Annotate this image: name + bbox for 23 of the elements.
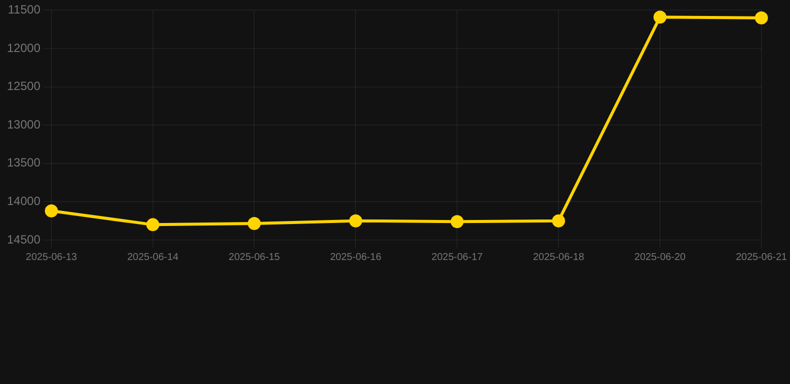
y-tick-label: 12000 bbox=[6, 40, 41, 55]
point bbox=[552, 214, 566, 228]
point bbox=[653, 10, 666, 24]
y-tick-label: 14000 bbox=[6, 194, 41, 208]
point bbox=[44, 204, 58, 218]
y-tick-label: 14500 bbox=[6, 232, 41, 246]
y-tick-label: 13000 bbox=[6, 117, 41, 132]
x-tick-label: 2025-06-17 bbox=[432, 252, 484, 263]
point bbox=[146, 218, 160, 232]
y-tick-label: 12500 bbox=[6, 79, 41, 94]
x-tick-label: 2025-06-14 bbox=[127, 252, 179, 263]
y-tick-label: 11500 bbox=[8, 2, 41, 17]
y-tick-label: 13500 bbox=[6, 156, 41, 170]
x-tick-label: 2025-06-15 bbox=[228, 252, 280, 263]
point bbox=[450, 215, 464, 228]
x-tick-label: 2025-06-16 bbox=[330, 252, 382, 263]
x-tick-label: 2025-06-13 bbox=[26, 252, 78, 263]
point bbox=[248, 217, 261, 230]
x-tick-label: 2025-06-20 bbox=[634, 252, 686, 263]
point bbox=[349, 214, 362, 228]
point bbox=[754, 11, 768, 24]
x-tick-label: 2025-06-18 bbox=[532, 252, 585, 263]
x-tick-label: 2025-06-21 bbox=[736, 252, 788, 263]
